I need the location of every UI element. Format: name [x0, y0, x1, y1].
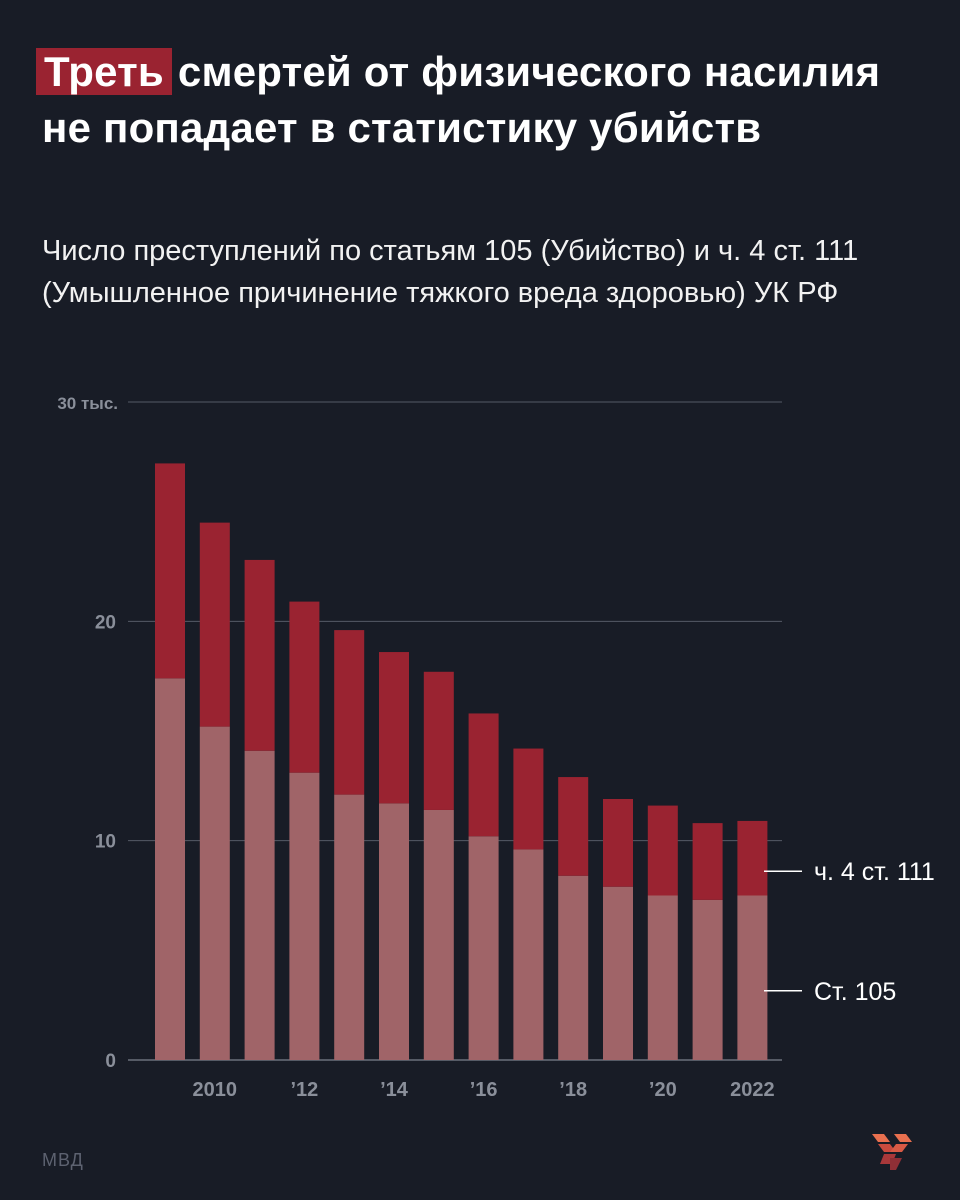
y-tick-label: 10 — [95, 832, 116, 853]
series-label-st111: ч. 4 ст. 111 — [814, 858, 935, 886]
bar-st111-2014 — [379, 652, 409, 804]
bar-st111-2012 — [289, 601, 320, 773]
x-tick-label: ’18 — [559, 1079, 587, 1101]
bar-st111-2019 — [603, 798, 633, 887]
x-tick-label: 2010 — [193, 1079, 238, 1101]
bar-st105-2015 — [423, 809, 454, 1060]
bar-st111-2022 — [737, 820, 768, 896]
x-tick-label: ’14 — [380, 1079, 409, 1101]
y-tick-label: 20 — [95, 612, 116, 633]
brand-logo-icon — [872, 1134, 912, 1170]
bar-st105-2020 — [647, 895, 678, 1060]
bar-st105-2009 — [155, 678, 185, 1060]
series-label-st105: Ст. 105 — [814, 978, 896, 1006]
stacked-bar-chart: 0 10 20 30 тыс. 2010 ’12 ’14 ’16 ’18 ’20 2022 ч. 4 … — [57, 394, 935, 1101]
bar-st111-2017 — [513, 748, 544, 850]
bar-st105-2013 — [334, 794, 365, 1060]
bar-st105-2021 — [692, 899, 723, 1060]
y-tick-label: 30 тыс. — [57, 394, 118, 413]
bar-st105-2011 — [244, 750, 275, 1060]
bar-st111-2010 — [199, 522, 230, 727]
bar-st111-2018 — [558, 777, 589, 876]
bar-st105-2016 — [468, 836, 499, 1060]
bar-st111-2020 — [647, 805, 678, 896]
chart-title: Треть смертей от физического насилия не п… — [36, 44, 902, 156]
bar-st105-2012 — [289, 772, 320, 1060]
x-tick-label: ’16 — [470, 1079, 498, 1101]
bar-st105-2010 — [199, 726, 230, 1060]
bar-st111-2009 — [155, 463, 185, 679]
bar-st111-2016 — [468, 713, 499, 837]
x-tick-label: ’12 — [290, 1079, 318, 1101]
x-tick-label: ’20 — [649, 1079, 677, 1101]
bar-st111-2013 — [334, 630, 365, 795]
bar-st105-2018 — [558, 875, 589, 1060]
y-tick-label: 0 — [105, 1051, 116, 1072]
title-highlight: Треть — [36, 48, 172, 95]
bar-st111-2015 — [423, 671, 454, 810]
bar-st111-2011 — [244, 559, 275, 751]
x-tick-label: 2022 — [730, 1079, 775, 1101]
bar-st105-2022 — [737, 895, 768, 1060]
chart-subtitle: Число преступлений по статьям 105 (Убийс… — [42, 235, 859, 309]
title-rest: смертей от физического насилия не попада… — [42, 48, 881, 151]
bar-st105-2014 — [379, 803, 409, 1060]
bar-st111-2021 — [692, 823, 723, 900]
source-note: МВД — [42, 1150, 84, 1170]
bar-st105-2019 — [603, 886, 633, 1060]
bar-st105-2017 — [513, 849, 544, 1060]
